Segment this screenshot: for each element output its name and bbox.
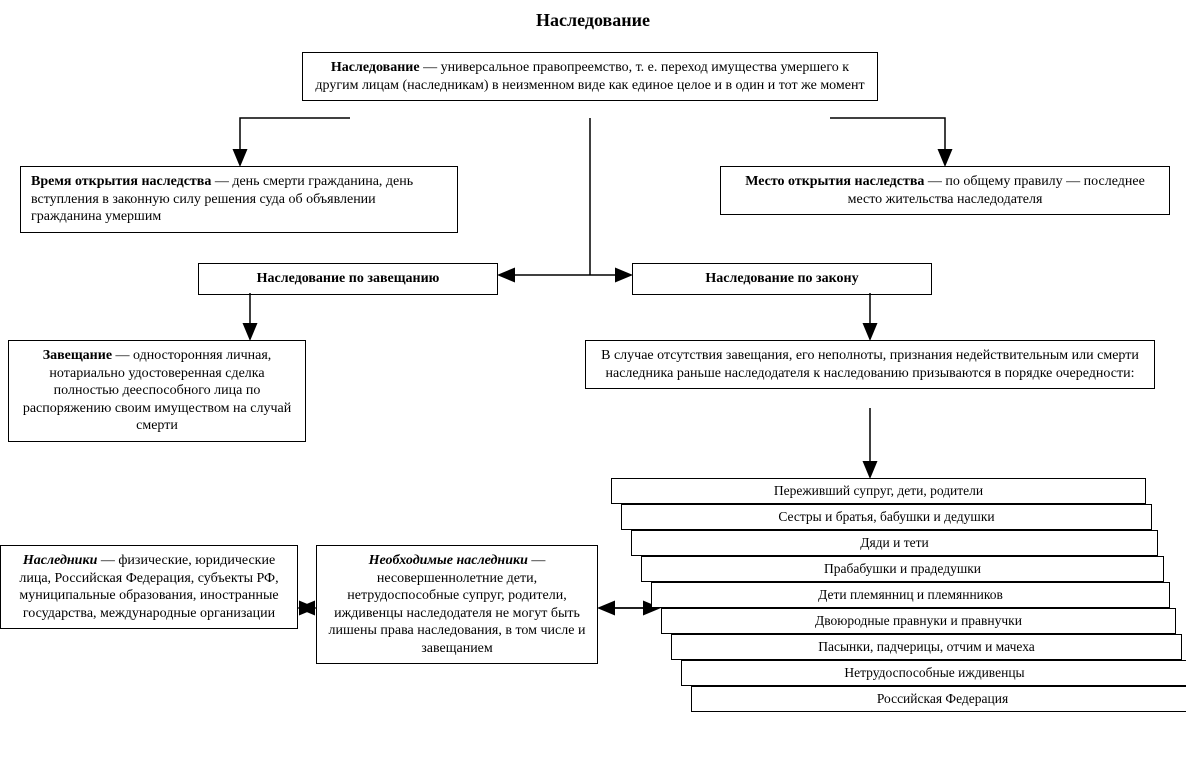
box-place: Место открытия наследства — по общему пр… — [720, 166, 1170, 215]
box-heirs: Наследники — физические, юридические лиц… — [0, 545, 298, 629]
priority-item: Двоюродные правнуки и правнучки — [661, 608, 1176, 634]
by-law-header: Наследование по закону — [705, 271, 858, 286]
box-will: Завещание — односторонняя личная, нотари… — [8, 340, 306, 442]
box-by-will: Наследование по завещанию — [198, 263, 498, 295]
definition-header: Наследование — [331, 60, 420, 75]
place-header: Место открытия наследства — [745, 174, 924, 189]
priority-item: Дети племянниц и племянников — [651, 582, 1170, 608]
priority-item: Пасынки, падчерицы, отчим и мачеха — [671, 634, 1182, 660]
diagram-title: Наследование — [0, 10, 1186, 31]
necessary-header: Необходимые наследники — [369, 553, 528, 568]
priority-item: Сестры и братья, бабушки и дедушки — [621, 504, 1152, 530]
priority-item: Переживший супруг, дети, родители — [611, 478, 1146, 504]
heirs-header: Наследники — [23, 553, 98, 568]
box-time: Время открытия наследства — день смерти … — [20, 166, 458, 233]
box-necessary-heirs: Необходимые наследники — несовершеннолет… — [316, 545, 598, 664]
will-header: Завещание — [43, 348, 112, 363]
priority-item: Прабабушки и прадедушки — [641, 556, 1164, 582]
law-case-text: В случае отсутствия завещания, его непол… — [601, 348, 1139, 381]
box-law-case: В случае отсутствия завещания, его непол… — [585, 340, 1155, 389]
box-by-law: Наследование по закону — [632, 263, 932, 295]
priority-item: Дяди и тети — [631, 530, 1158, 556]
by-will-header: Наследование по завещанию — [257, 271, 440, 286]
priority-item: Нетрудоспособные иждивенцы — [681, 660, 1186, 686]
necessary-text: — несовершеннолетние дети, нетрудоспособ… — [329, 553, 586, 656]
box-definition: Наследование — универсальное правопреемс… — [302, 52, 878, 101]
time-header: Время открытия наследства — [31, 174, 211, 189]
priority-item: Российская Федерация — [691, 686, 1186, 712]
